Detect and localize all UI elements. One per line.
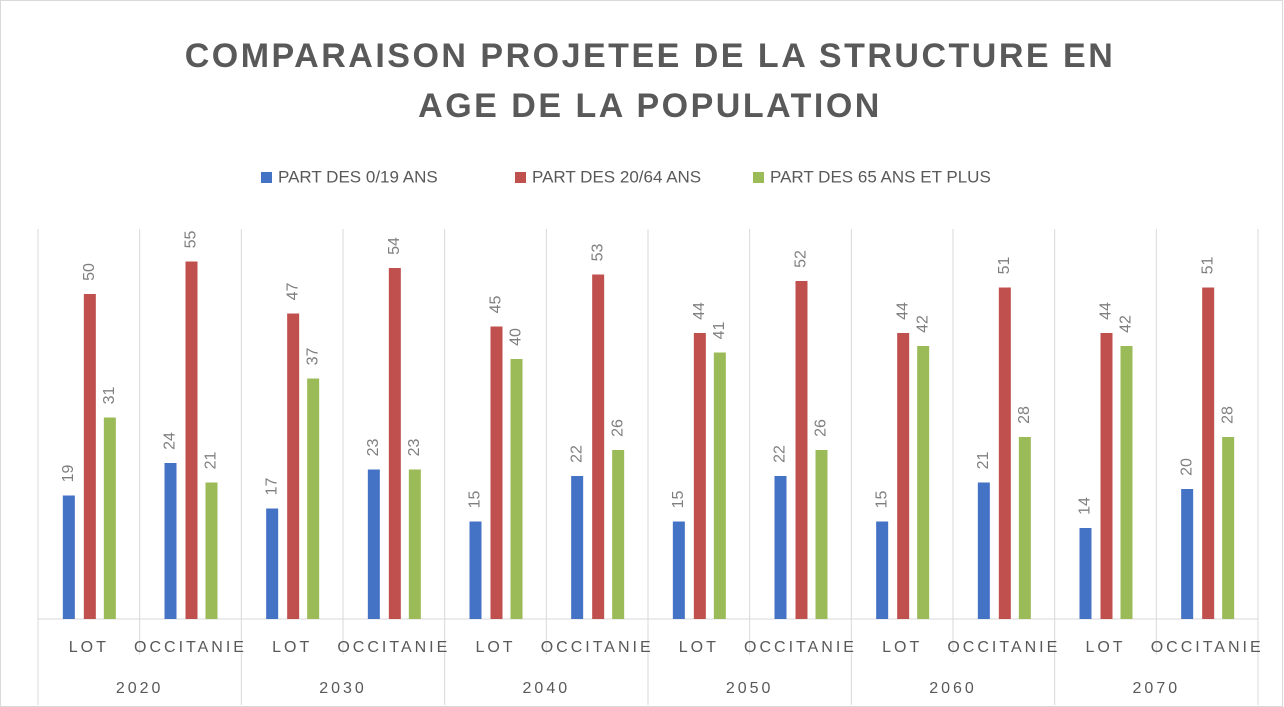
bar xyxy=(164,463,177,619)
chart-title: COMPARAISON PROJETEE DE LA STRUCTURE EN xyxy=(185,37,1116,75)
data-label: 15 xyxy=(873,491,890,509)
data-label: 44 xyxy=(691,302,708,320)
group-label: 2070 xyxy=(1133,680,1181,697)
bar xyxy=(1079,528,1092,619)
data-label: 17 xyxy=(263,478,280,496)
data-label: 44 xyxy=(1098,302,1115,320)
x-tick-label: OCCITANIE xyxy=(1151,639,1264,656)
legend-swatch xyxy=(515,172,526,183)
x-tick-label: LOT xyxy=(69,639,109,656)
data-label: 21 xyxy=(975,452,992,470)
bar xyxy=(367,469,380,619)
x-tick-label: LOT xyxy=(1085,639,1125,656)
data-label: 54 xyxy=(386,237,403,255)
x-tick-label: LOT xyxy=(475,639,515,656)
bar xyxy=(795,281,808,619)
data-label: 44 xyxy=(894,302,911,320)
bar xyxy=(307,378,320,619)
data-label: 15 xyxy=(467,491,484,509)
data-label: 41 xyxy=(711,322,728,340)
bar xyxy=(1202,287,1215,619)
bar xyxy=(469,521,482,619)
data-label: 31 xyxy=(101,387,118,405)
bar xyxy=(713,352,726,619)
group-label: 2040 xyxy=(523,680,571,697)
data-label: 42 xyxy=(1118,315,1135,333)
data-label: 23 xyxy=(365,439,382,457)
data-label: 28 xyxy=(1219,406,1236,424)
data-label: 21 xyxy=(203,452,220,470)
chart-title: AGE DE LA POPULATION xyxy=(418,87,882,125)
group-label: 2060 xyxy=(929,680,977,697)
bar xyxy=(490,326,503,619)
data-label: 37 xyxy=(304,348,321,366)
data-label: 14 xyxy=(1077,497,1094,515)
bar xyxy=(815,450,828,619)
bar xyxy=(592,274,605,619)
legend-label: PART DES 20/64 ANS xyxy=(532,167,701,186)
data-label: 42 xyxy=(914,315,931,333)
x-tick-label: LOT xyxy=(272,639,312,656)
group-label: 2030 xyxy=(319,680,367,697)
data-label: 55 xyxy=(183,231,200,249)
bar xyxy=(917,346,930,619)
data-label: 51 xyxy=(1199,257,1216,275)
x-tick-label: OCCITANIE xyxy=(541,639,654,656)
legend-swatch xyxy=(261,172,272,183)
data-label: 20 xyxy=(1178,458,1195,476)
x-tick-label: OCCITANIE xyxy=(337,639,450,656)
data-label: 52 xyxy=(793,250,810,268)
bar xyxy=(287,313,300,619)
data-label: 40 xyxy=(508,328,525,346)
bar xyxy=(408,469,421,619)
data-label: 15 xyxy=(670,491,687,509)
data-label: 28 xyxy=(1016,406,1033,424)
data-label: 50 xyxy=(81,263,98,281)
bar xyxy=(1222,437,1235,619)
bar xyxy=(571,476,584,619)
bar xyxy=(103,417,116,619)
legend-swatch xyxy=(753,172,764,183)
bar xyxy=(693,333,706,619)
bar xyxy=(612,450,625,619)
bar xyxy=(774,476,787,619)
data-label: 51 xyxy=(996,257,1013,275)
legend-label: PART DES 0/19 ANS xyxy=(278,167,438,186)
bar xyxy=(185,261,198,619)
bar xyxy=(1120,346,1133,619)
data-label: 22 xyxy=(568,445,585,463)
bar xyxy=(1100,333,1113,619)
bar xyxy=(83,294,96,619)
bar xyxy=(977,482,990,619)
bar xyxy=(876,521,889,619)
data-label: 53 xyxy=(589,244,606,262)
x-tick-label: LOT xyxy=(882,639,922,656)
bar xyxy=(510,359,523,619)
bar xyxy=(1181,489,1194,619)
bar xyxy=(672,521,685,619)
bar xyxy=(897,333,910,619)
group-label: 2020 xyxy=(116,680,164,697)
legend-label: PART DES 65 ANS ET PLUS xyxy=(770,167,991,186)
x-tick-label: OCCITANIE xyxy=(947,639,1060,656)
bar xyxy=(1018,437,1031,619)
data-label: 19 xyxy=(60,465,77,483)
group-label: 2050 xyxy=(726,680,774,697)
bar xyxy=(266,508,279,619)
data-label: 47 xyxy=(284,283,301,301)
data-label: 26 xyxy=(813,419,830,437)
data-label: 22 xyxy=(772,445,789,463)
data-label: 23 xyxy=(406,439,423,457)
bar xyxy=(388,268,401,619)
bar xyxy=(205,482,218,619)
bar xyxy=(998,287,1011,619)
x-tick-label: OCCITANIE xyxy=(744,639,857,656)
data-label: 45 xyxy=(488,296,505,314)
x-tick-label: LOT xyxy=(679,639,719,656)
bar xyxy=(62,495,75,619)
data-label: 26 xyxy=(609,419,626,437)
data-label: 24 xyxy=(162,432,179,450)
x-tick-label: OCCITANIE xyxy=(134,639,247,656)
